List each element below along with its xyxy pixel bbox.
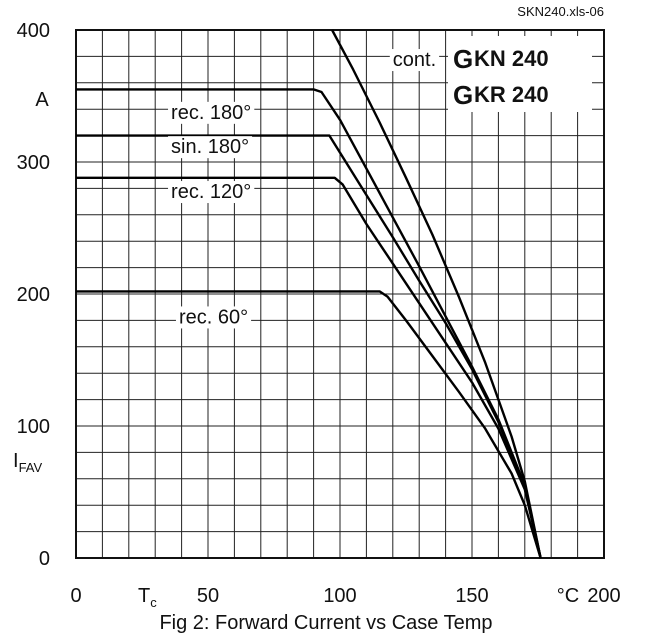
x-tick-label: 100 [323,585,356,607]
legend: G KN 240 G KR 240 [448,36,592,112]
series-layer [76,29,542,559]
legend-mark-1: G [453,44,473,74]
y-tick-label: 300 [17,152,50,174]
legend-line-1: KN 240 [474,46,549,71]
y-axis-symbol-sub: FAV [19,460,43,475]
legend-line-2: KR 240 [474,82,549,107]
x-axis-unit: °C [557,585,579,607]
x-tick-label: 0 [70,585,81,607]
series-line-4 [76,290,542,559]
series-line-0 [331,29,542,559]
y-tick-label: 400 [17,20,50,42]
series-line-3 [76,176,542,559]
y-axis-unit: A [35,89,49,111]
curve-label-4: rec. 60° [179,306,248,328]
curve-label-0: cont. [393,49,436,71]
curve-label-1: rec. 180° [171,102,251,124]
figure-caption: Fig 2: Forward Current vs Case Temp [153,612,499,634]
y-tick-label: 100 [17,416,50,438]
figure-caption-container: Fig 2: Forward Current vs Case Temp [0,612,652,635]
curve-label-2: sin. 180° [171,136,249,158]
legend-mark-2: G [453,80,473,110]
y-axis-symbol-main: I [13,450,19,472]
curve-label-background [168,101,255,124]
curve-label-background [168,181,255,204]
y-tick-label: 0 [39,548,50,570]
legend-background [448,36,592,112]
plot-frame [75,29,605,559]
y-tick-label: 200 [17,284,50,306]
x-tick-label: 200 [587,585,620,607]
curve-label-background [389,49,440,72]
y-axis-symbol: IFAV [13,450,42,475]
curve-label-background [168,136,253,159]
x-axis-symbol-sub: c [150,595,157,610]
y-axis-ticks: 0 100 200 300 400 [17,20,50,570]
curve-label-background [175,306,252,329]
x-axis-ticks: 0 50 100 150 200 [70,585,620,607]
curve-label-3: rec. 120° [171,181,251,203]
series-line-2 [76,134,542,559]
x-tick-label: 50 [197,585,219,607]
x-axis-symbol-main: T [138,585,150,607]
source-label: SKN240.xls-06 [517,4,604,19]
x-axis-symbol: Tc [138,585,157,610]
x-tick-label: 150 [455,585,488,607]
annotation-layer: cont. rec. 180° sin. 180° rec. 120° rec. 60° [168,49,440,329]
